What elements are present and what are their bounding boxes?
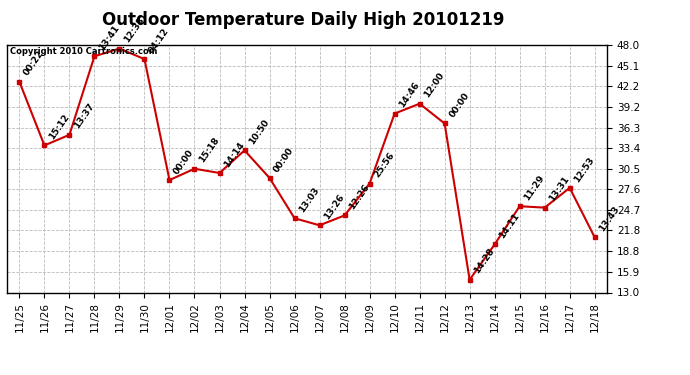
Text: 13:37: 13:37 (72, 102, 96, 130)
Text: 10:50: 10:50 (247, 118, 271, 146)
Text: 13:03: 13:03 (297, 186, 321, 214)
Text: 12:53: 12:53 (573, 155, 596, 184)
Text: 14:14: 14:14 (222, 140, 246, 169)
Text: 13:43: 13:43 (598, 204, 621, 233)
Text: 13:31: 13:31 (547, 175, 571, 204)
Text: 14:11: 14:11 (497, 211, 521, 240)
Text: 15:18: 15:18 (197, 136, 221, 165)
Text: 00:00: 00:00 (447, 91, 471, 119)
Text: 12:38: 12:38 (122, 16, 146, 44)
Text: Outdoor Temperature Daily High 20101219: Outdoor Temperature Daily High 20101219 (102, 11, 505, 29)
Text: 00:00: 00:00 (273, 146, 296, 174)
Text: Copyright 2010 Cartronics.com: Copyright 2010 Cartronics.com (10, 48, 157, 57)
Text: 13:26: 13:26 (322, 192, 346, 221)
Text: 04:12: 04:12 (147, 26, 171, 55)
Text: 14:28: 14:28 (473, 247, 496, 276)
Text: 12:26: 12:26 (347, 183, 371, 211)
Text: 00:22: 00:22 (22, 49, 46, 78)
Text: 12:00: 12:00 (422, 71, 446, 99)
Text: 15:12: 15:12 (47, 112, 71, 141)
Text: 14:46: 14:46 (397, 81, 422, 110)
Text: 25:56: 25:56 (373, 151, 396, 179)
Text: 13:41: 13:41 (97, 23, 121, 52)
Text: 00:00: 00:00 (172, 148, 196, 176)
Text: 11:29: 11:29 (522, 173, 546, 202)
